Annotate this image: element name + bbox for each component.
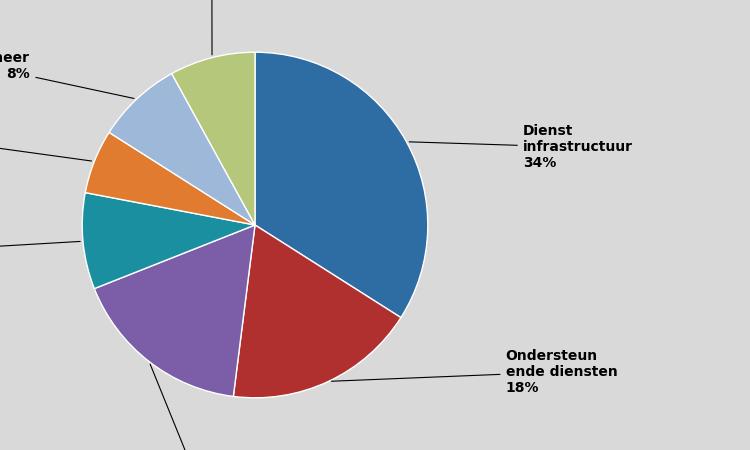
Wedge shape xyxy=(82,193,255,288)
Wedge shape xyxy=(109,73,255,225)
Text: Vrijetijdsdienst
en
17%: Vrijetijdsdienst en 17% xyxy=(150,364,272,450)
Wedge shape xyxy=(94,225,255,396)
Wedge shape xyxy=(233,225,401,398)
Wedge shape xyxy=(86,132,255,225)
Text: Ondersteun
ende diensten
18%: Ondersteun ende diensten 18% xyxy=(332,349,617,395)
Text: Dienst
infrastructuur
34%: Dienst infrastructuur 34% xyxy=(410,124,633,171)
Wedge shape xyxy=(255,52,428,318)
Text: Overige
beleidsvelden
8%: Overige beleidsvelden 8% xyxy=(158,0,266,55)
Text: Afvalbeheer
8%: Afvalbeheer 8% xyxy=(0,51,134,99)
Text: Onderwijs en
opvang
9%: Onderwijs en opvang 9% xyxy=(0,228,80,274)
Text: Burgerzaken
6%: Burgerzaken 6% xyxy=(0,123,92,161)
Wedge shape xyxy=(172,52,255,225)
